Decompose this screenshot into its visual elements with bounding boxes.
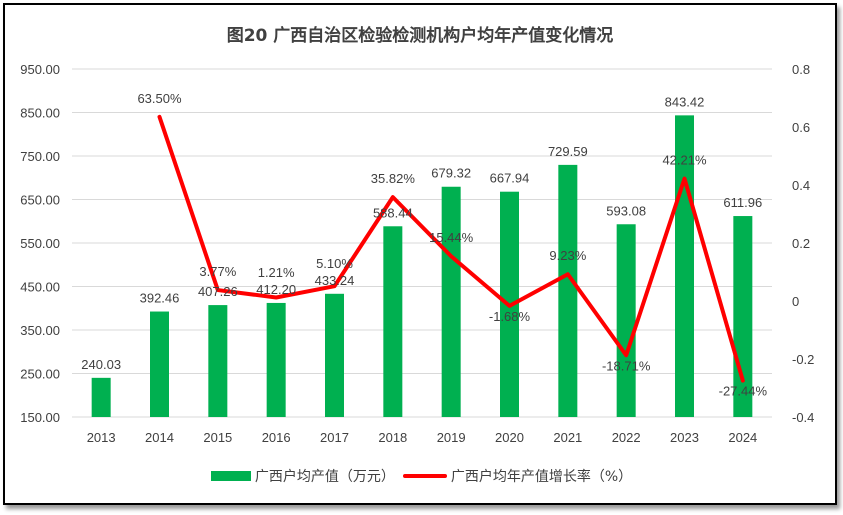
- legend: 广西户均产值（万元） 广西户均年产值增长率（%）: [0, 466, 843, 486]
- bar-data-label: 593.08: [606, 203, 646, 218]
- bar: [150, 311, 169, 417]
- bar: [266, 302, 286, 417]
- line-data-label: 42.21%: [662, 153, 707, 168]
- y-left-tick-label: 350.00: [20, 323, 60, 338]
- chart-title: 图20 广西自治区检验检测机构户均年产值变化情况: [226, 26, 614, 46]
- bar: [383, 226, 403, 417]
- y-left-tick-label: 450.00: [20, 280, 60, 295]
- y-right-tick-label: -0.4: [792, 410, 814, 425]
- bar-data-label: 412.20: [256, 282, 296, 297]
- chart-frame: 图20 广西自治区检验检测机构户均年产值变化情况: [3, 3, 837, 505]
- legend-item-line: 广西户均年产值增长率（%）: [402, 466, 633, 486]
- line-data-label: 35.82%: [371, 171, 416, 186]
- bar-data-label: 407.26: [198, 284, 238, 299]
- x-tick-label: 2021: [553, 430, 582, 445]
- bar-data-label: 392.46: [140, 291, 180, 306]
- x-tick-label: 2020: [495, 430, 524, 445]
- bar: [441, 186, 461, 417]
- y-left-tick-label: 650.00: [20, 193, 60, 208]
- line-data-label: 15.44%: [429, 230, 474, 245]
- y-right-tick-label: -0.2: [792, 352, 814, 367]
- legend-item-bar: 广西户均产值（万元）: [210, 466, 395, 486]
- x-tick-label: 2013: [87, 430, 116, 445]
- bar-data-label: 843.42: [665, 94, 705, 109]
- y-right-tick-label: 0: [792, 294, 799, 309]
- y-right-tick-label: 0.8: [792, 62, 810, 77]
- x-tick-label: 2014: [145, 430, 174, 445]
- legend-label-bar: 广西户均产值（万元）: [254, 469, 395, 485]
- x-tick-label: 2022: [612, 430, 641, 445]
- bar-data-label: 667.94: [490, 171, 530, 186]
- bar-data-label: 240.03: [81, 357, 121, 372]
- bar-data-label: 433.24: [315, 273, 355, 288]
- bar-data-label: 588.44: [373, 205, 413, 220]
- bar: [91, 377, 111, 417]
- bar: [325, 293, 344, 417]
- line-data-label: 63.50%: [137, 91, 182, 106]
- x-tick-label: 2023: [670, 430, 699, 445]
- bar-data-label: 729.59: [548, 144, 588, 159]
- line-data-label: 9.23%: [549, 248, 586, 263]
- y-left-tick-label: 250.00: [20, 367, 60, 382]
- x-tick-label: 2017: [320, 430, 349, 445]
- y-left-tick-label: 750.00: [20, 149, 60, 164]
- line-data-label: 5.10%: [316, 256, 353, 271]
- bar: [558, 164, 578, 417]
- legend-swatch-bar: [210, 471, 251, 481]
- y-right-tick-label: 0.4: [792, 178, 810, 193]
- y-left-tick-label: 150.00: [20, 410, 60, 425]
- line-data-label: 1.21%: [258, 265, 295, 280]
- x-tick-label: 2016: [262, 430, 291, 445]
- y-right-tick-label: 0.6: [792, 120, 810, 135]
- y-right-tick-label: 0.2: [792, 236, 810, 251]
- line-data-label: -1.68%: [489, 309, 531, 324]
- x-tick-label: 2018: [378, 430, 407, 445]
- line-data-label: 3.77%: [199, 264, 236, 279]
- x-tick-label: 2019: [437, 430, 466, 445]
- y-left-tick-label: 950.00: [20, 62, 60, 77]
- x-tick-label: 2015: [203, 430, 232, 445]
- y-left-tick-label: 550.00: [20, 236, 60, 251]
- legend-swatch-line: [402, 474, 447, 478]
- bar-data-label: 611.96: [723, 195, 762, 210]
- y-left-tick-label: 850.00: [20, 106, 60, 121]
- bar-data-label: 679.32: [431, 166, 471, 181]
- bar: [208, 305, 228, 417]
- line-data-label: -27.44%: [719, 384, 768, 399]
- bar: [616, 224, 636, 417]
- legend-label-line: 广西户均年产值增长率（%）: [450, 469, 633, 485]
- line-data-label: -18.71%: [602, 358, 651, 373]
- x-tick-label: 2024: [728, 430, 757, 445]
